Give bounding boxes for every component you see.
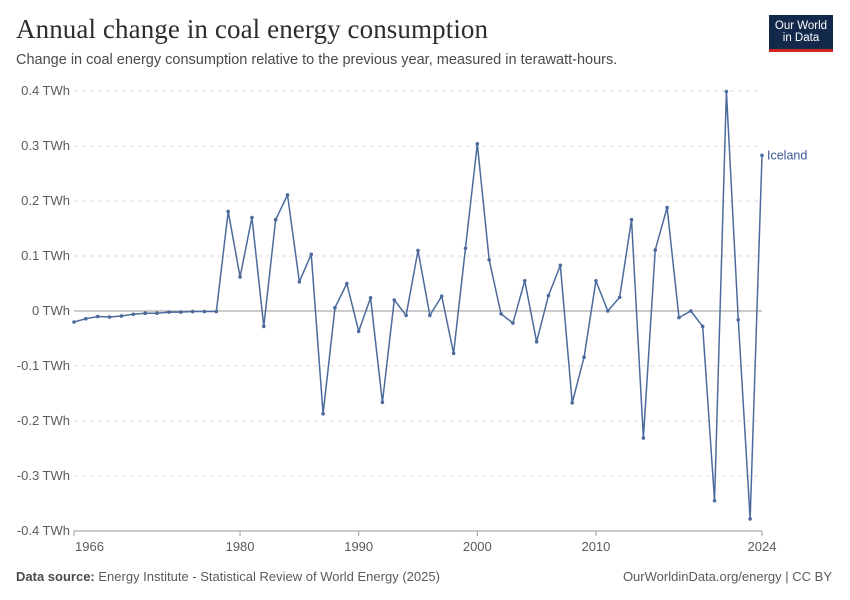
y-tick-label: -0.4 TWh (17, 523, 70, 538)
data-point[interactable] (356, 329, 361, 334)
data-point[interactable] (475, 142, 480, 146)
data-point[interactable] (653, 248, 658, 252)
data-point[interactable] (404, 313, 408, 318)
data-point[interactable] (309, 252, 314, 257)
data-point[interactable] (143, 311, 147, 316)
data-point[interactable] (107, 315, 112, 319)
x-axis-ticks: 1966 1980 1990 2000 2010 2024 (73, 531, 777, 554)
data-point[interactable] (594, 278, 598, 283)
data-point[interactable] (380, 400, 385, 405)
data-point[interactable] (190, 309, 195, 314)
data-point[interactable] (677, 315, 681, 320)
data-point[interactable] (641, 436, 646, 440)
data-point[interactable] (119, 314, 124, 318)
data-point[interactable] (689, 309, 693, 313)
data-point[interactable] (238, 275, 242, 279)
y-tick-label: -0.2 TWh (17, 413, 70, 428)
data-point[interactable] (345, 281, 349, 286)
data-point[interactable] (95, 314, 100, 319)
y-tick-label: 0 TWh (32, 303, 70, 318)
logo-line-2: in Data (782, 32, 820, 44)
x-tick-label: 2010 (581, 539, 610, 554)
data-point[interactable] (522, 278, 527, 283)
data-point[interactable] (226, 209, 231, 214)
data-point[interactable] (428, 313, 432, 318)
data-point[interactable] (333, 305, 337, 310)
data-point[interactable] (72, 320, 76, 324)
x-tick-label: 1980 (226, 539, 255, 554)
data-point[interactable] (155, 311, 159, 316)
series-points (72, 89, 764, 521)
data-point[interactable] (558, 263, 563, 268)
y-tick-label: 0.3 TWh (21, 138, 70, 153)
series-label[interactable]: Iceland (767, 148, 807, 162)
data-point[interactable] (392, 298, 397, 302)
data-point[interactable] (605, 309, 610, 313)
data-point[interactable] (214, 309, 219, 314)
y-tick-label: 0.4 TWh (21, 83, 70, 98)
data-point[interactable] (487, 258, 491, 262)
x-tick-label: 1990 (344, 539, 373, 554)
x-tick-label: 2024 (748, 539, 777, 554)
y-tick-label: 0.1 TWh (21, 248, 70, 263)
data-point[interactable] (760, 153, 764, 158)
data-source-link[interactable]: Energy Institute - Statistical Review of… (98, 569, 440, 584)
data-point[interactable] (261, 324, 266, 329)
data-point[interactable] (736, 318, 741, 322)
data-point[interactable] (202, 309, 207, 314)
data-point[interactable] (617, 295, 622, 300)
data-point[interactable] (297, 280, 302, 284)
line-chart: 0.4 TWh 0.3 TWh 0.2 TWh 0.1 TWh 0 TWh -0.1 TW… (17, 83, 808, 554)
y-tick-label: -0.1 TWh (17, 358, 70, 373)
data-point[interactable] (724, 89, 729, 94)
grid-lines (74, 90, 762, 532)
data-point[interactable] (131, 312, 136, 317)
data-point[interactable] (416, 248, 420, 253)
data-point[interactable] (439, 294, 444, 298)
data-point[interactable] (285, 193, 290, 197)
data-point[interactable] (250, 215, 254, 220)
chart-title: Annual change in coal energy consumption (16, 14, 489, 44)
y-tick-label: 0.2 TWh (21, 193, 70, 208)
data-point[interactable] (700, 324, 705, 329)
data-point[interactable] (499, 311, 503, 316)
owid-logo[interactable]: Our World in Data (769, 15, 833, 52)
x-tick-label: 1966 (75, 539, 104, 554)
data-point[interactable] (167, 310, 171, 314)
data-source-label: Data source: (16, 569, 95, 584)
data-point[interactable] (570, 401, 575, 405)
series-line-iceland[interactable] (73, 90, 763, 520)
data-point[interactable] (665, 205, 669, 210)
series-labels: Iceland (767, 148, 807, 162)
data-point[interactable] (546, 293, 551, 298)
data-point[interactable] (629, 217, 634, 222)
chart-subtitle: Change in coal energy consumption relati… (16, 52, 618, 68)
data-point[interactable] (321, 412, 325, 416)
data-point[interactable] (84, 316, 88, 321)
logo-line-1: Our World (774, 20, 828, 32)
footer-link[interactable]: OurWorldinData.org/energy | CC BY (622, 569, 832, 584)
data-point[interactable] (451, 351, 456, 356)
data-point[interactable] (511, 321, 515, 325)
data-point[interactable] (273, 217, 278, 222)
data-point[interactable] (534, 340, 539, 344)
data-point[interactable] (368, 296, 373, 300)
data-point[interactable] (712, 498, 717, 503)
data-point[interactable] (582, 355, 586, 360)
y-axis-ticks: 0.4 TWh 0.3 TWh 0.2 TWh 0.1 TWh 0 TWh -0.1 TW… (17, 83, 70, 538)
data-source: Data source: Energy Institute - Statisti… (16, 569, 440, 584)
data-point[interactable] (178, 310, 183, 314)
y-tick-label: -0.3 TWh (17, 468, 70, 483)
x-tick-label: 2000 (463, 539, 492, 554)
data-point[interactable] (463, 246, 468, 251)
data-point[interactable] (748, 517, 752, 521)
series-lines (73, 90, 763, 520)
